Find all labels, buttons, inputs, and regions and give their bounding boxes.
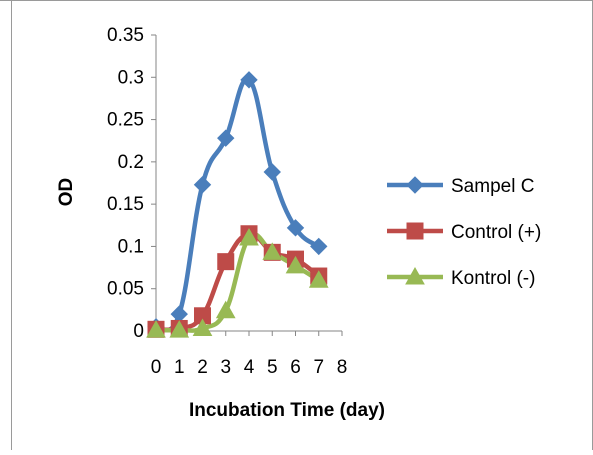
y-tick-label: 0.05 [107,279,144,300]
data-point-0 [263,163,281,181]
data-point-2 [192,318,213,336]
y-axis-title: OD [56,178,77,207]
x-tick-label: 4 [244,357,255,378]
data-point-0 [170,305,188,323]
y-tick-label: 0.2 [118,152,144,173]
data-point-2 [239,227,259,246]
y-axis-ticks: 0 0.05 0.1 0.15 0.2 0.25 0.3 0.35 [107,25,156,342]
legend: Sampel C Control (+) Kontrol (-) [387,176,541,289]
x-tick-label: 6 [290,357,301,378]
x-tick-label: 1 [174,357,185,378]
data-point-0 [310,237,328,256]
data-point-0 [217,129,235,147]
data-point-2 [146,320,166,338]
x-axis-title: Incubation Time (day) [189,400,385,421]
legend-marker [406,176,424,194]
series-markers [146,71,329,338]
y-tick-label: 0.1 [118,236,144,257]
series-line-0 [153,77,321,333]
x-tick-label: 0 [151,357,162,378]
data-point-0 [193,175,212,194]
series-lines [153,77,321,333]
data-point-2 [169,320,190,338]
x-tick-label: 5 [267,357,278,378]
x-tick-label: 7 [313,357,324,378]
legend-label: Sampel C [451,176,534,197]
legend-marker [405,266,425,285]
legend-label: Control (+) [451,222,541,243]
data-point-0 [286,219,305,237]
x-tick-label: 8 [337,357,348,378]
y-tick-label: 0.35 [107,25,144,46]
data-point-2 [262,242,283,260]
y-tick-label: 0.25 [107,110,144,131]
x-tick-label: 3 [220,357,231,378]
y-tick-label: 0.3 [118,67,144,88]
data-point-2 [215,300,236,319]
y-tick-label: 0 [133,321,144,342]
legend-label: Kontrol (-) [451,268,535,289]
x-tick-label: 2 [197,357,208,378]
data-point-2 [285,255,306,274]
legend-marker [406,222,424,240]
data-point-2 [308,270,329,288]
data-point-1 [217,253,235,271]
data-point-0 [240,71,258,89]
y-tick-label: 0.15 [107,194,144,215]
